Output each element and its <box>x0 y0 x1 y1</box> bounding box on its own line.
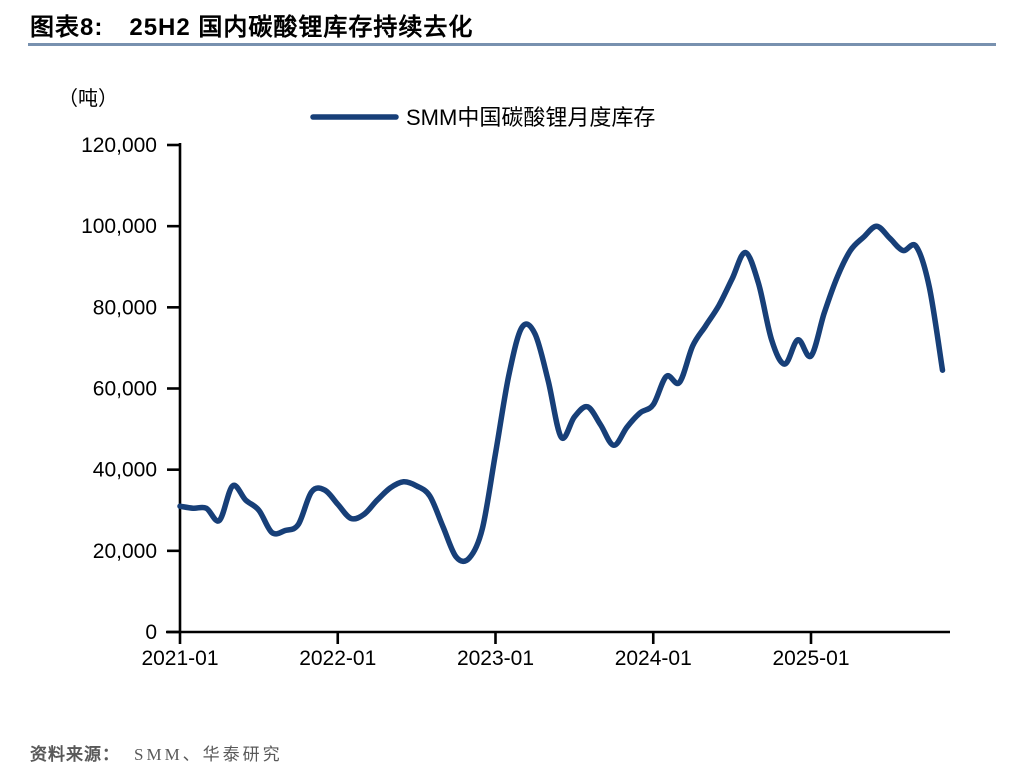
y-axis-unit-label: （吨） <box>58 87 118 110</box>
source-text: SMM、华泰研究 <box>134 745 283 764</box>
x-tick-label: 2023-01 <box>457 647 534 670</box>
figure-label: 图表8: <box>30 14 104 41</box>
y-tick-label: 120,000 <box>81 134 157 157</box>
y-tick-label: 20,000 <box>93 540 157 563</box>
source-label: 资料来源： <box>30 745 120 764</box>
figure-title: 图表8: 25H2 国内碳酸锂库存持续去化 <box>30 7 473 42</box>
x-tick-label: 2022-01 <box>299 647 376 670</box>
title-divider <box>28 43 996 46</box>
series-line-inventory <box>177 223 946 565</box>
figure-title-text: 25H2 国内碳酸锂库存持续去化 <box>129 14 474 41</box>
legend-label: SMM中国碳酸锂月度库存 <box>406 105 655 130</box>
y-tick-label: 0 <box>145 621 157 644</box>
y-tick-label: 60,000 <box>93 378 157 401</box>
y-tick-label: 100,000 <box>81 215 157 238</box>
y-tick-label: 80,000 <box>93 296 157 319</box>
x-tick-label: 2021-01 <box>141 647 218 670</box>
x-tick-label: 2024-01 <box>615 647 692 670</box>
y-tick-label: 40,000 <box>93 459 157 482</box>
source-note: 资料来源： SMM、华泰研究 <box>30 740 283 765</box>
x-tick-label: 2025-01 <box>772 647 849 670</box>
